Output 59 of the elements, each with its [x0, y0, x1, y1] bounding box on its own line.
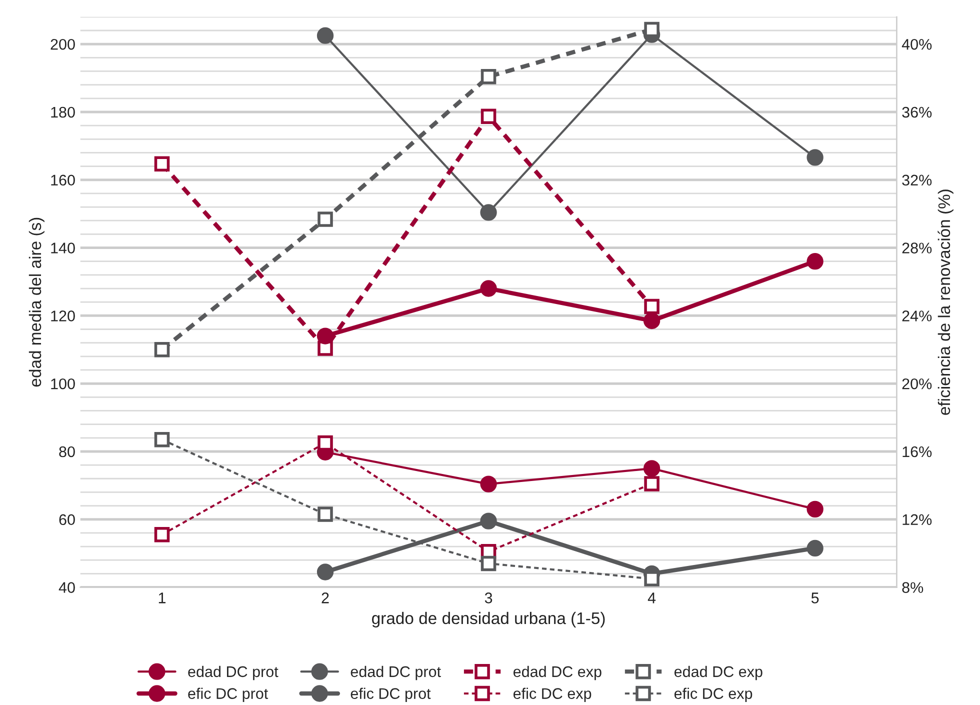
point — [806, 253, 824, 270]
point — [480, 204, 497, 221]
x-tick-label: 1 — [158, 592, 166, 604]
point — [806, 149, 824, 166]
y-axis-title: edad media del aire (s) — [28, 218, 44, 387]
point — [154, 432, 170, 448]
y-tick-label: 200 — [50, 38, 75, 50]
x-tick-label: 3 — [484, 592, 492, 604]
point — [318, 212, 333, 227]
y2-axis-title: eficiencia de la renovación (%) — [938, 190, 954, 415]
y2-tick-label: 16% — [902, 446, 932, 458]
y2-tick-label: 32% — [902, 174, 932, 186]
point — [480, 280, 497, 297]
point — [643, 460, 660, 477]
x-axis-title: grado de densidad urbana (1-5) — [372, 612, 605, 628]
point — [480, 512, 497, 530]
point — [480, 476, 497, 492]
legend-label: edad DC exp — [513, 666, 602, 680]
legend-label: efic DC prot — [188, 688, 268, 702]
legend-label: edad DC exp — [674, 666, 762, 680]
legend-label: edad DC prot — [188, 666, 278, 680]
y2-tick-label: 8% — [902, 582, 924, 593]
y-tick-label: 100 — [51, 378, 75, 390]
y-tick-label: 60 — [59, 514, 75, 526]
point — [644, 476, 660, 492]
y2-tick-label: 24% — [902, 310, 932, 322]
y-tick-label: 160 — [51, 174, 75, 186]
point — [480, 556, 496, 572]
point — [318, 435, 333, 451]
point — [154, 342, 170, 358]
point — [154, 156, 170, 172]
point — [643, 312, 660, 330]
legend-label: efic DC prot — [350, 688, 431, 702]
x-tick-label: 2 — [322, 592, 329, 604]
y-tick-label: 140 — [51, 242, 75, 254]
x-tick-label: 4 — [648, 592, 656, 604]
y2-tick-label: 36% — [902, 106, 932, 118]
y2-tick-label: 28% — [902, 242, 932, 254]
point — [806, 500, 824, 518]
y-tick-label: 40 — [58, 582, 75, 593]
legend-label: edad DC prot — [350, 666, 441, 680]
point — [318, 506, 333, 522]
y2-tick-label: 12% — [902, 514, 932, 525]
point — [644, 298, 660, 314]
y-tick-label: 80 — [59, 446, 75, 458]
point — [154, 527, 170, 542]
legend-label: efic DC exp — [674, 688, 752, 702]
point — [316, 564, 334, 580]
y2-tick-label: 20% — [902, 378, 932, 390]
legend-label: efic DC exp — [513, 688, 592, 702]
y2-tick-label: 40% — [902, 38, 932, 50]
point — [480, 108, 496, 124]
y-tick-label: 180 — [51, 106, 75, 118]
point — [806, 540, 824, 557]
point — [316, 27, 334, 44]
point — [316, 328, 334, 344]
x-tick-label: 5 — [811, 592, 819, 604]
point — [480, 69, 496, 84]
y-tick-label: 120 — [51, 310, 75, 322]
